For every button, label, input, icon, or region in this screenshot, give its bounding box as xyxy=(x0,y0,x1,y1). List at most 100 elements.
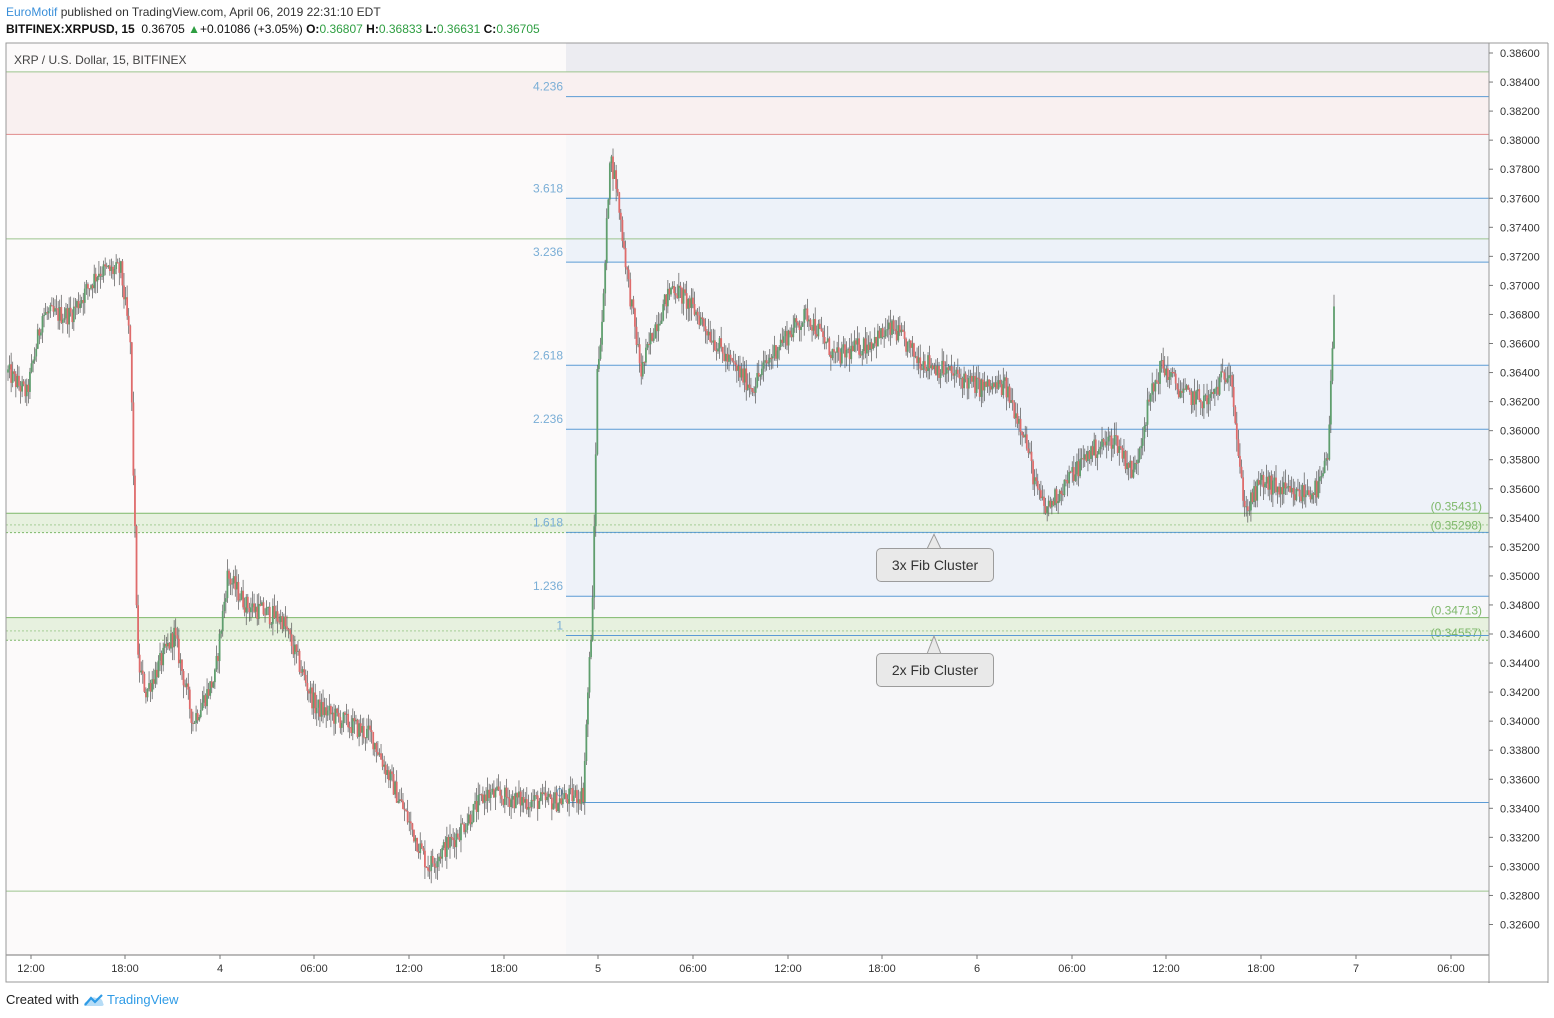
candle xyxy=(759,374,762,386)
candle-body xyxy=(1032,461,1034,485)
candle xyxy=(345,703,348,726)
candle-body xyxy=(173,627,176,648)
candle-body xyxy=(1232,386,1235,407)
candle xyxy=(627,265,630,288)
y-tick-label: 0.36200 xyxy=(1500,397,1540,409)
candle-body xyxy=(409,821,412,824)
candle xyxy=(425,866,428,869)
candle-body xyxy=(420,843,423,849)
candle xyxy=(372,731,375,756)
candle-body xyxy=(720,338,723,347)
candle-body xyxy=(610,156,613,164)
candle xyxy=(293,635,296,666)
cluster-bottom-label-0: (0.35298) xyxy=(1431,519,1482,533)
candle-body xyxy=(735,364,738,371)
candle-body xyxy=(218,633,221,662)
candle xyxy=(776,346,779,368)
candle xyxy=(693,291,696,317)
candle-body xyxy=(1033,477,1036,485)
candle xyxy=(389,769,392,789)
candle xyxy=(881,323,884,340)
candle-body xyxy=(1146,399,1149,425)
candle-body xyxy=(518,791,520,798)
x-tick-label: 7 xyxy=(1353,963,1359,975)
candle-body xyxy=(615,170,618,189)
author-link[interactable]: EuroMotif xyxy=(6,5,58,19)
candle-body xyxy=(618,192,621,213)
candle xyxy=(997,370,1000,390)
candle xyxy=(953,361,956,388)
candle xyxy=(1005,371,1008,411)
candle xyxy=(1057,494,1060,514)
candle-body xyxy=(1171,372,1174,374)
candle xyxy=(659,313,661,326)
candle xyxy=(1030,440,1033,474)
candle-body xyxy=(643,361,646,363)
candle-body xyxy=(641,361,644,377)
candle-body xyxy=(1143,425,1146,439)
candle xyxy=(496,778,498,792)
candle xyxy=(198,714,201,722)
candle-body xyxy=(798,325,801,331)
candle-body xyxy=(1080,458,1083,460)
candle-body xyxy=(886,329,889,331)
candle xyxy=(192,711,194,732)
candle-body xyxy=(743,368,746,383)
candle-body xyxy=(127,315,130,326)
candle xyxy=(688,295,691,321)
candle-body xyxy=(408,821,411,823)
candle-body xyxy=(500,795,503,800)
candle xyxy=(1315,471,1318,506)
candle-body xyxy=(192,722,194,724)
y-tick-label: 0.32600 xyxy=(1500,920,1540,932)
candle-body xyxy=(823,336,826,344)
candle-body xyxy=(503,787,506,805)
candle xyxy=(724,345,727,373)
candle-body xyxy=(994,382,997,387)
candle xyxy=(442,839,445,851)
callout-2x-fib-cluster[interactable]: 2x Fib Cluster xyxy=(876,653,994,687)
candle-body xyxy=(1198,389,1201,400)
candle-body xyxy=(146,688,149,698)
candle-body xyxy=(587,692,589,725)
candle xyxy=(322,689,324,724)
candle-body xyxy=(538,800,541,809)
candle-body xyxy=(1221,371,1224,373)
candle-body xyxy=(767,362,770,364)
candle xyxy=(32,359,34,373)
candle xyxy=(1032,459,1034,490)
candle-body xyxy=(1204,395,1207,397)
candle xyxy=(265,600,268,616)
candle xyxy=(859,344,862,358)
candle-body xyxy=(880,328,882,339)
candle xyxy=(444,836,447,861)
candle-body xyxy=(748,384,751,388)
candle xyxy=(654,322,657,339)
candle-body xyxy=(494,790,497,798)
candle xyxy=(162,642,165,672)
candle-body xyxy=(629,279,632,307)
candle xyxy=(1104,430,1107,448)
candle xyxy=(588,651,591,699)
candle xyxy=(486,777,489,813)
candle xyxy=(1265,464,1268,488)
candle-body xyxy=(445,837,448,857)
publish-text: published on TradingView.com, April 06, … xyxy=(57,5,381,19)
candle-body xyxy=(917,357,920,363)
candle-body xyxy=(576,790,578,804)
candle xyxy=(529,802,531,818)
candle-body xyxy=(195,713,197,723)
callout-3x-fib-cluster[interactable]: 3x Fib Cluster xyxy=(876,548,994,582)
tradingview-logo[interactable]: TradingView xyxy=(83,992,179,1007)
candle xyxy=(416,837,418,852)
candle xyxy=(1176,383,1179,395)
candle-body xyxy=(52,306,55,312)
candle xyxy=(297,640,299,656)
candle xyxy=(242,579,245,610)
candle-body xyxy=(239,599,241,601)
candle-body xyxy=(1268,475,1271,490)
candle-body xyxy=(996,382,998,389)
candle-body xyxy=(1226,378,1229,383)
candle-body xyxy=(187,683,190,690)
